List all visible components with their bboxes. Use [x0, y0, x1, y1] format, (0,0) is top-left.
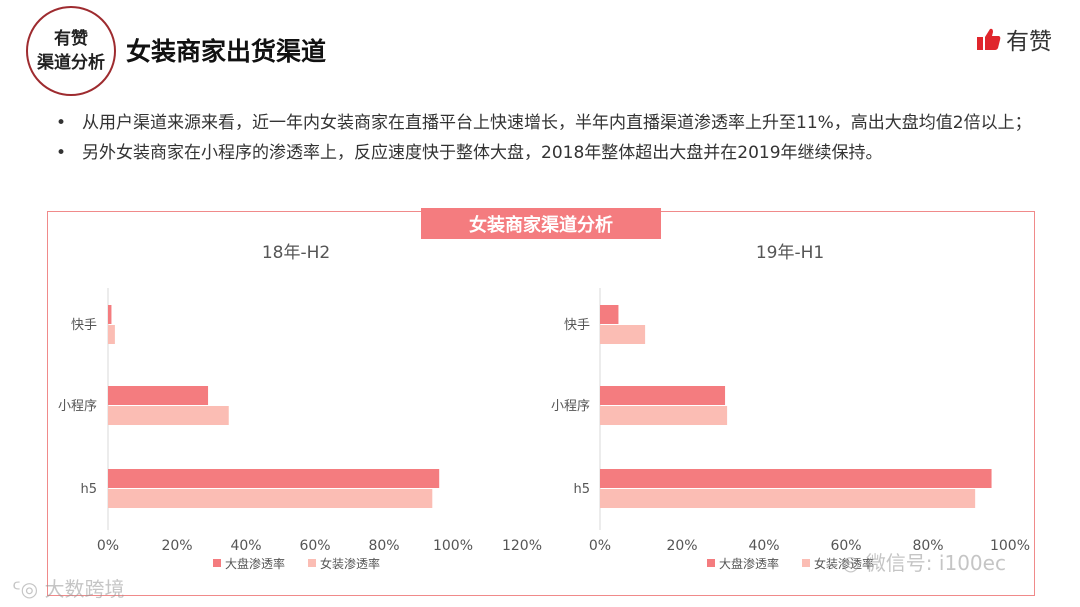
- category-label: 快手: [71, 318, 97, 333]
- x-tick-label: 40%: [230, 538, 261, 554]
- bar-market: [600, 469, 992, 488]
- bullet-marker: •: [56, 113, 67, 133]
- page-title: 女装商家出货渠道: [126, 37, 327, 66]
- watermark-right: ◎ 微信号: i100ec: [842, 547, 1006, 576]
- x-tick-label: 60%: [830, 538, 861, 554]
- bar-women: [600, 406, 728, 425]
- bar-market: [108, 386, 209, 405]
- watermark-right-text: 微信号: i100ec: [865, 551, 1006, 575]
- bar-women: [600, 489, 976, 508]
- category-label: 快手: [564, 318, 590, 333]
- badge-line-2: 渠道分析: [37, 53, 105, 73]
- legend-label: 大盘渗透率: [719, 556, 779, 571]
- bar-market: [108, 469, 440, 488]
- panel-title: 女装商家渠道分析: [421, 208, 661, 239]
- x-tick-label: 80%: [912, 538, 943, 554]
- bar-women: [108, 325, 115, 344]
- bar-women: [108, 406, 229, 425]
- badge-line-1: 有赞: [54, 29, 88, 49]
- category-label: 小程序: [58, 399, 97, 414]
- bullet-marker: •: [56, 143, 67, 163]
- bar-women: [600, 325, 646, 344]
- watermark-left: ᑦ◎ 大数跨境: [12, 573, 125, 602]
- chart-title: 18年-H2: [262, 243, 330, 263]
- bar-market: [600, 305, 619, 324]
- x-tick-label: 60%: [299, 538, 330, 554]
- watermark-logo-icon: ᑦ◎: [12, 577, 45, 601]
- x-tick-label: 40%: [748, 538, 779, 554]
- x-tick-label: 100%: [433, 538, 473, 554]
- x-tick-label: 0%: [589, 538, 611, 554]
- x-tick-label: 0%: [97, 538, 119, 554]
- x-tick-label: 120%: [502, 538, 542, 554]
- legend-label: 女装渗透率: [814, 556, 874, 571]
- x-tick-label: 100%: [990, 538, 1030, 554]
- category-label: h5: [80, 482, 97, 497]
- legend-label: 大盘渗透率: [225, 556, 285, 571]
- legend-swatch: [213, 559, 221, 567]
- bullet-list: • 从用户渠道来源来看，近一年内女装商家在直播平台上快速增长，半年内直播渠道渗透…: [56, 108, 1046, 168]
- logo-text: 有赞: [1006, 29, 1052, 55]
- brand-logo: 有赞: [976, 22, 1052, 56]
- bar-women: [108, 489, 433, 508]
- category-label: 小程序: [551, 399, 590, 414]
- bullet-item: • 从用户渠道来源来看，近一年内女装商家在直播平台上快速增长，半年内直播渠道渗透…: [56, 108, 1046, 138]
- section-badge: 有赞 渠道分析: [26, 6, 116, 96]
- legend-swatch: [802, 559, 810, 567]
- legend-swatch: [707, 559, 715, 567]
- x-tick-label: 80%: [368, 538, 399, 554]
- x-tick-label: 20%: [666, 538, 697, 554]
- bar-market: [108, 305, 112, 324]
- x-tick-label: 20%: [161, 538, 192, 554]
- bullet-text: 另外女装商家在小程序的渗透率上，反应速度快于整体大盘，2018年整体超出大盘并在…: [82, 143, 883, 163]
- chart-title: 19年-H1: [756, 243, 824, 263]
- wechat-icon: ◎: [842, 551, 866, 575]
- bullet-text: 从用户渠道来源来看，近一年内女装商家在直播平台上快速增长，半年内直播渠道渗透率上…: [82, 113, 1032, 133]
- bullet-item: • 另外女装商家在小程序的渗透率上，反应速度快于整体大盘，2018年整体超出大盘…: [56, 138, 1046, 168]
- legend-swatch: [308, 559, 316, 567]
- watermark-left-text: 大数跨境: [44, 577, 125, 601]
- category-label: h5: [573, 482, 590, 497]
- bar-market: [600, 386, 726, 405]
- thumbs-up-icon: [977, 28, 1001, 50]
- legend-label: 女装渗透率: [320, 556, 380, 571]
